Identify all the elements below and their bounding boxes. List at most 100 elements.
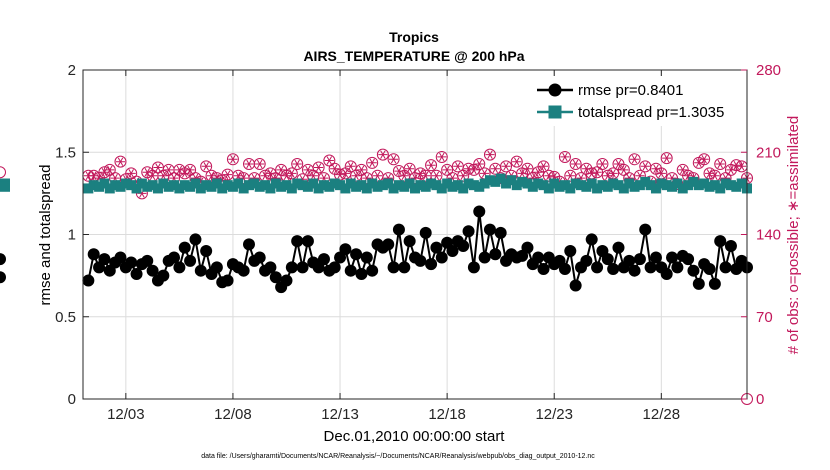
obs-possible-point [98, 166, 111, 179]
rmse-point [317, 253, 330, 266]
rmse-point [628, 264, 641, 277]
y-right-tick-label: 70 [756, 309, 773, 326]
obs-possible-point [703, 167, 716, 180]
totalspread-point [506, 175, 517, 186]
totalspread-point [254, 181, 265, 192]
obs-assimilated-point [265, 169, 275, 178]
totalspread-point [661, 180, 672, 191]
totalspread-point [720, 178, 731, 189]
obs-possible-point [435, 150, 448, 163]
rmse-point [291, 235, 304, 248]
rmse-point [130, 267, 143, 280]
x-axis-label: Dec.01,2010 00:00:00 start [324, 428, 506, 445]
obs-assimilated-point [710, 171, 720, 180]
rmse-point [639, 223, 652, 236]
totalspread-point [169, 180, 180, 191]
obs-assimilated-point [651, 164, 661, 173]
totalspread-point [377, 180, 388, 191]
totalspread-point [361, 183, 372, 194]
totalspread-point [335, 180, 346, 191]
rmse-point [580, 254, 593, 267]
totalspread-point [731, 181, 742, 192]
totalspread-point [549, 178, 560, 189]
totalspread-point [688, 176, 699, 187]
obs-assimilated-point [431, 171, 441, 180]
rmse-point [623, 254, 636, 267]
y-left-tick-label: 0.5 [55, 309, 76, 326]
rmse-point [633, 253, 646, 266]
rmse-point [719, 261, 732, 274]
obs-assimilated-point [458, 171, 468, 180]
rmse-point [387, 261, 400, 274]
rmse-point [366, 264, 379, 277]
obs-possible-point [355, 163, 368, 176]
totalspread-point [270, 178, 281, 189]
rmse-point [296, 261, 309, 274]
totalspread-point [211, 178, 222, 189]
obs-assimilated-point [185, 165, 195, 175]
totalspread-point [699, 178, 710, 189]
rmse-point [687, 264, 700, 277]
totalspread-point [511, 180, 522, 191]
totalspread-point [586, 178, 597, 189]
totalspread-point [597, 180, 608, 191]
totalspread-point [281, 180, 292, 191]
obs-assimilated-point [469, 165, 479, 175]
obs-assimilated-point [437, 152, 447, 162]
totalspread-point [613, 180, 624, 191]
totalspread-point [410, 183, 420, 194]
rmse-point [483, 223, 496, 236]
rmse-point [398, 261, 411, 274]
rmse-point [612, 241, 625, 254]
totalspread-point [490, 176, 501, 187]
x-tick-label: 12/13 [321, 406, 359, 423]
obs-possible-point [103, 163, 116, 176]
y-left-tick-label: 2 [68, 62, 76, 79]
totalspread-point [704, 181, 715, 192]
totalspread-point [324, 181, 335, 192]
obs-assimilated-point [726, 165, 736, 175]
totalspread-point [120, 178, 131, 189]
y-right-tick-label: 140 [756, 227, 781, 244]
rmse-point [666, 251, 679, 264]
rmse-point [692, 277, 705, 290]
totalspread-point [538, 180, 549, 191]
totalspread-point [602, 181, 613, 192]
totalspread-point [683, 180, 694, 191]
obs-assimilated-point [560, 152, 570, 162]
obs-possible-point [473, 158, 486, 170]
obs-assimilated-point [340, 169, 350, 178]
obs-possible-point [569, 158, 582, 170]
obs-assimilated-point [223, 170, 233, 179]
rmse-point [339, 243, 352, 256]
rmse-point [478, 251, 491, 264]
rmse-point [114, 251, 127, 264]
rmse-point [125, 256, 138, 269]
rmse-point [98, 253, 111, 266]
totalspread-point [404, 178, 415, 189]
obs-assimilated-point [522, 164, 533, 173]
rmse-point [360, 251, 373, 264]
totalspread-point [463, 178, 474, 189]
obs-possible-point [344, 160, 357, 173]
totalspread-point [656, 178, 667, 189]
totalspread-point [634, 180, 645, 191]
totalspread-point [517, 176, 528, 187]
totalspread-point [672, 178, 683, 189]
totalspread-point [495, 173, 506, 184]
totalspread-point [420, 181, 431, 192]
obs-assimilated-point [367, 158, 377, 168]
obs-assimilated-point [517, 169, 527, 178]
totalspread-point [94, 181, 105, 192]
obs-possible-point [483, 148, 496, 161]
totalspread-point [249, 178, 260, 189]
y-right-tick-label: 280 [756, 62, 781, 79]
obs-possible-point [698, 153, 711, 166]
totalspread-point [592, 183, 603, 194]
obs-assimilated-point [501, 162, 511, 171]
totalspread-point [372, 181, 383, 192]
rmse-point [146, 264, 159, 277]
obs-assimilated-point [292, 159, 302, 169]
obs-assimilated-point [597, 159, 607, 169]
totalspread-point [415, 180, 426, 191]
